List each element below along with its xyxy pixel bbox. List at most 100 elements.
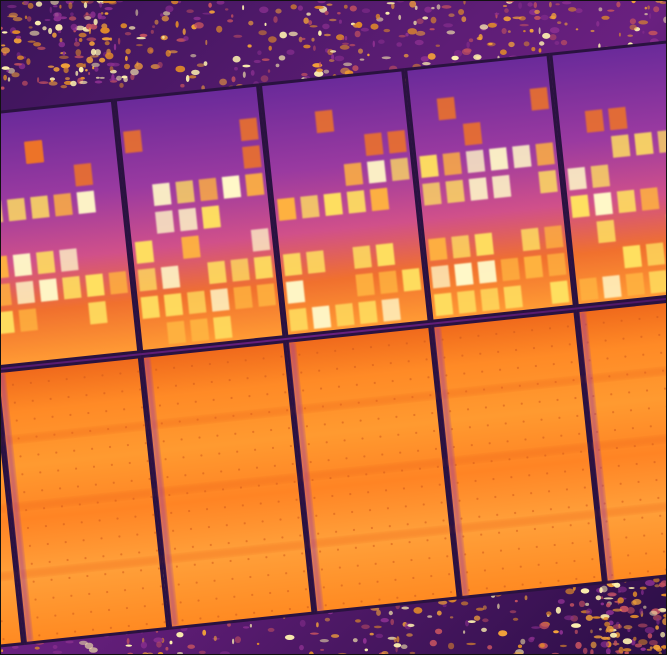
ground-speck (653, 644, 661, 650)
ground-speck (649, 13, 652, 19)
ground-speck (617, 597, 624, 604)
hotspot-cell (390, 157, 410, 182)
hotspot-cell (491, 174, 512, 199)
ground-speck (242, 626, 250, 629)
ground-speck (413, 607, 423, 614)
ground-speck (37, 77, 40, 83)
ground-speck (613, 582, 621, 588)
hotspot-cell (0, 310, 15, 335)
ground-speck (656, 618, 660, 625)
ground-speck (603, 597, 614, 600)
ground-speck (113, 43, 117, 51)
ground-speck (119, 82, 124, 88)
ground-speck (33, 42, 42, 47)
ground-speck (534, 9, 540, 14)
hotspot-cell (634, 131, 654, 156)
panel-edge-shade (0, 372, 33, 642)
ground-speck (508, 41, 515, 48)
ground-speck (154, 19, 159, 25)
ground-speck (24, 15, 28, 20)
ground-speck (257, 50, 262, 55)
hotspot-cell (500, 257, 521, 282)
ground-speck (175, 65, 186, 73)
ground-speck (414, 39, 424, 46)
hotspot-cell (213, 315, 233, 340)
hotspot-cell (454, 262, 474, 287)
hotspot-cell (465, 149, 486, 174)
ground-speck (319, 639, 329, 643)
ground-speck (649, 646, 653, 649)
warm-cell (239, 117, 259, 142)
ground-speck (99, 57, 106, 63)
ground-speck (86, 56, 94, 64)
ground-speck (653, 577, 660, 583)
ground-speck (512, 617, 519, 621)
hotspot-cell (590, 164, 611, 188)
ground-speck (529, 28, 534, 33)
ground-speck (355, 21, 363, 28)
ground-speck (531, 626, 541, 629)
ground-speck (427, 615, 433, 618)
ground-speck (185, 75, 190, 82)
ground-speck (59, 55, 69, 59)
ground-speck (564, 615, 574, 621)
ground-speck (219, 78, 228, 86)
hotspot-cell (198, 177, 219, 202)
ground-speck (1, 66, 10, 70)
ground-speck (140, 641, 147, 649)
ground-speck (84, 16, 92, 20)
hotspot-cell (152, 182, 172, 207)
ground-speck (396, 636, 400, 643)
ground-speck (165, 5, 174, 13)
hotspot-cell (230, 258, 250, 282)
hotspot-cell (15, 280, 36, 305)
hotspot-cell (512, 144, 532, 169)
ground-speck (198, 650, 206, 655)
ground-speck (275, 8, 282, 14)
warm-cell (314, 109, 335, 134)
ground-speck (393, 637, 397, 643)
ground-speck (168, 50, 178, 54)
ground-speck (647, 5, 650, 10)
ground-speck (539, 622, 550, 630)
ground-speck (309, 25, 318, 28)
ground-speck (165, 646, 169, 651)
ground-speck (1, 47, 10, 54)
ground-speck (313, 45, 316, 51)
ground-speck (303, 17, 309, 24)
hotspot-cell (366, 160, 387, 184)
ground-speck (429, 639, 437, 647)
ground-speck (370, 23, 379, 30)
ground-speck (156, 641, 162, 648)
ground-speck (649, 610, 658, 616)
ground-speck (48, 81, 58, 86)
ground-speck (575, 641, 582, 649)
ground-speck (267, 627, 275, 632)
ground-speck (78, 66, 84, 73)
hotspot-cell (468, 177, 489, 201)
hotspot-cell (140, 295, 161, 320)
ground-speck (273, 16, 278, 23)
hotspot-cell (210, 288, 230, 312)
hotspot-cell (59, 248, 79, 272)
ground-speck (618, 32, 621, 37)
ground-speck (593, 635, 603, 639)
ground-speck (259, 6, 269, 14)
hotspot-cell (175, 180, 195, 204)
ground-speck (549, 34, 557, 41)
ground-speck (590, 641, 597, 649)
ground-speck (264, 22, 267, 26)
ground-speck (623, 625, 633, 630)
ground-speck (286, 49, 295, 55)
ground-speck (629, 24, 637, 31)
ground-speck (520, 638, 526, 645)
hotspot-cell (579, 277, 599, 301)
ground-speck (349, 43, 356, 47)
ground-speck (436, 4, 441, 10)
ground-speck (338, 19, 342, 24)
ground-speck (187, 644, 195, 649)
hotspot-cell (35, 250, 56, 275)
ground-speck (11, 72, 20, 78)
ground-speck (613, 640, 618, 646)
hotspot-cell (535, 142, 555, 166)
